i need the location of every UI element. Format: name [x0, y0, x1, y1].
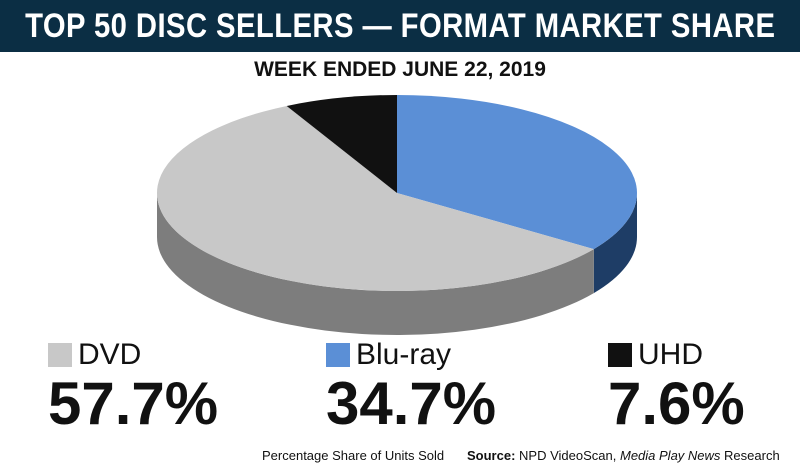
legend-value-dvd: 57.7%	[48, 370, 219, 437]
legend-swatch-bluray	[326, 343, 350, 367]
legend-label-bluray: Blu-ray	[356, 338, 452, 371]
pie-slice-uhd	[286, 95, 397, 193]
footer-note: Percentage Share of Units Sold	[262, 448, 445, 463]
chart-title: TOP 50 DISC SELLERS — FORMAT MARKET SHAR…	[24, 6, 776, 45]
pie-slice-dvd	[157, 105, 594, 291]
footer-source: Source: NPD VideoScan, Media Play News R…	[467, 448, 780, 463]
source-suffix: Research	[724, 448, 780, 463]
title-bar: TOP 50 DISC SELLERS — FORMAT MARKET SHAR…	[0, 0, 800, 52]
source-label: Source:	[467, 448, 516, 463]
chart-subtitle: WEEK ENDED JUNE 22, 2019	[254, 58, 546, 81]
legend-value-uhd: 7.6%	[608, 370, 745, 437]
pie-side-dvd	[157, 193, 594, 335]
source-text: NPD VideoScan,	[519, 448, 617, 463]
legend-swatch-dvd	[48, 343, 72, 367]
pie-side-bluray	[593, 193, 637, 294]
legend-value-bluray: 34.7%	[326, 370, 497, 437]
legend-swatch-uhd	[608, 343, 632, 367]
pie-slice-bluray	[397, 95, 638, 250]
footer: Percentage Share of Units Sold Source: N…	[0, 444, 800, 464]
legend-item-uhd: UHD 7.6%	[608, 338, 745, 434]
source-italic: Media Play News	[619, 448, 721, 463]
legend-label-uhd: UHD	[638, 338, 703, 371]
pie-chart	[157, 95, 638, 335]
legend-label-dvd: DVD	[78, 338, 142, 371]
legend-item-dvd: DVD 57.7%	[48, 338, 218, 434]
legend-item-bluray: Blu-ray 34.7%	[326, 338, 496, 434]
